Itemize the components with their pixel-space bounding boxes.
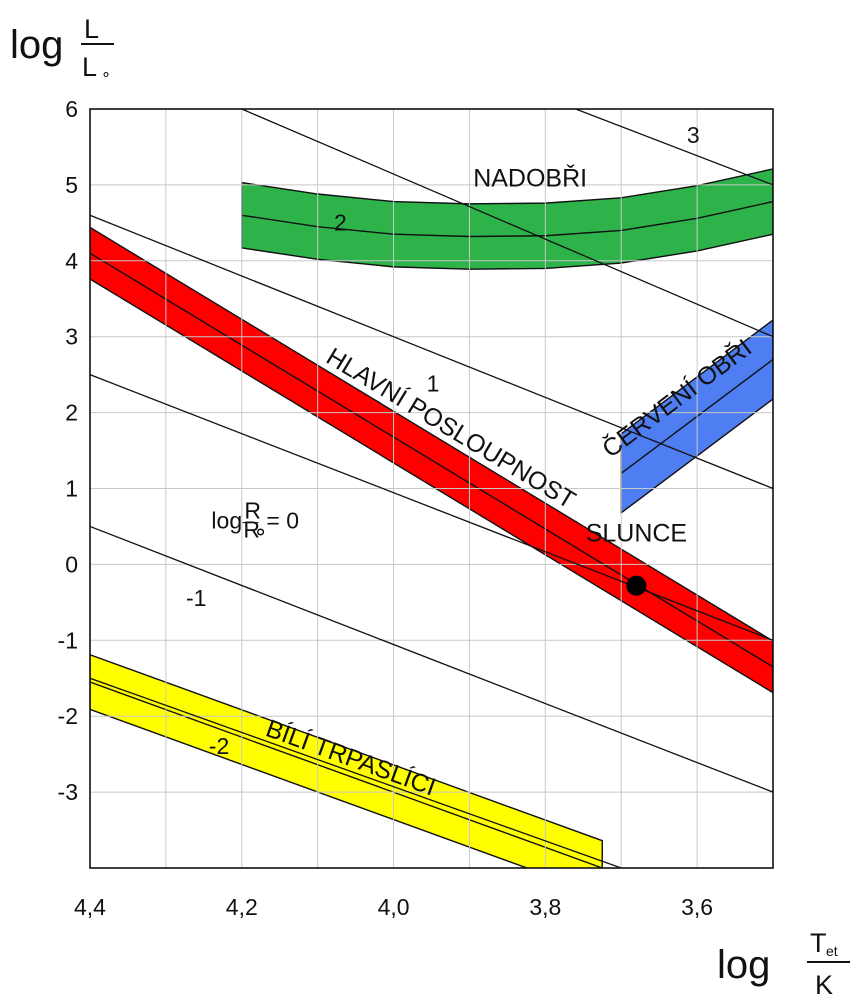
radius-label: 1 — [427, 370, 440, 396]
x-tick-label: 4,4 — [74, 894, 106, 920]
bili-trpaslici-center-line — [90, 681, 603, 868]
y-tick-label: 4 — [65, 248, 78, 274]
plot-frame — [89, 108, 774, 869]
hlavni-posloupnost-center-line — [90, 252, 773, 668]
x-tick-label: 4,2 — [226, 894, 258, 920]
y-tick-label: 6 — [65, 96, 78, 122]
y-axis-label-denominator-sub: ∘ — [101, 66, 111, 83]
tick-labels: 4,4 4,2 4,0 3,8 3,6 6 5 4 3 2 1 0 -1 -2 -3 — [58, 96, 714, 920]
radius-line — [575, 109, 773, 186]
radius-line — [241, 109, 773, 338]
radius-line — [90, 525, 773, 793]
bili-trpaslici-band — [90, 653, 603, 868]
x-axis-label-numerator-sub: et — [826, 943, 838, 959]
radius-label: -1 — [186, 585, 206, 611]
y-tick-label: -3 — [58, 779, 78, 805]
radius-zero-numerator: R — [244, 498, 261, 524]
x-axis-label-log: log — [717, 943, 770, 987]
radius-line — [90, 374, 773, 641]
y-tick-label: 0 — [65, 551, 78, 577]
y-axis-label-denominator: L — [82, 52, 97, 82]
y-tick-label: 5 — [65, 172, 78, 198]
x-tick-label: 4,0 — [378, 894, 410, 920]
sun-marker — [626, 575, 647, 596]
x-axis-title: log T et K — [717, 928, 850, 1000]
x-axis-label-numerator: T — [810, 928, 827, 958]
nadobri-band — [241, 168, 773, 270]
nadobri-label: NADOBŘI — [473, 163, 587, 192]
x-tick-label: 3,8 — [529, 894, 561, 920]
y-tick-label: 2 — [65, 400, 78, 426]
x-axis-label-denominator: K — [815, 970, 833, 1000]
radius-label: 3 — [687, 122, 700, 148]
y-tick-label: -2 — [58, 703, 78, 729]
y-axis-title: log L L ∘ — [10, 14, 114, 83]
radius-zero-denominator-sub: ∘ — [253, 519, 267, 545]
y-tick-label: 1 — [65, 476, 78, 502]
radius-lines — [90, 109, 773, 868]
radius-label: -2 — [209, 733, 229, 759]
radius-zero-denominator: R — [243, 517, 260, 543]
radius-zero-log: log — [211, 508, 242, 534]
radius-line — [90, 214, 773, 490]
radius-zero-suffix: = 0 — [266, 508, 299, 534]
radius-line — [90, 677, 622, 868]
nadobri-center-line — [241, 200, 773, 238]
y-axis-label-log: log — [10, 23, 63, 67]
x-tick-label: 3,6 — [681, 894, 713, 920]
radius-label: 2 — [334, 209, 347, 235]
y-tick-label: 3 — [65, 324, 78, 350]
y-axis-label-numerator: L — [84, 14, 99, 44]
sun-label: SLUNCE — [586, 520, 687, 548]
y-tick-label: -1 — [58, 627, 78, 653]
